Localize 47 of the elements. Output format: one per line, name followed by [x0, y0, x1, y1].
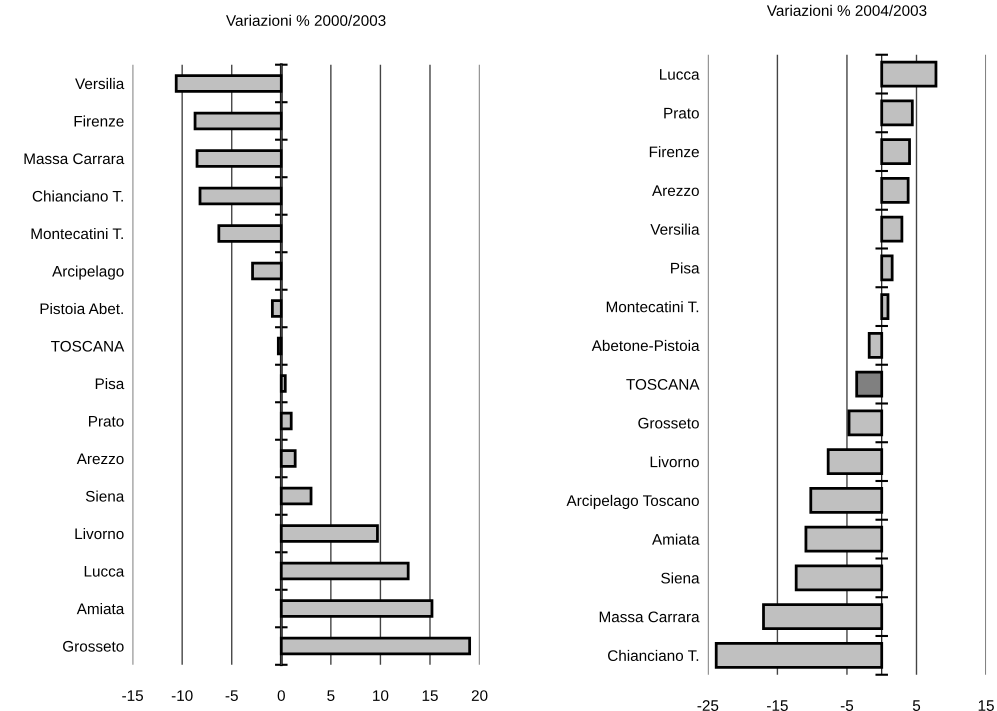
y-tick-label: Livorno: [650, 456, 699, 468]
x-tick-label: -10: [172, 690, 193, 702]
x-tick-label: 15: [978, 700, 994, 711]
chart-title: Variazioni % 2000/2003: [226, 14, 386, 26]
x-tick-label: 5: [327, 690, 334, 702]
x-tick-label: -25: [698, 700, 718, 711]
y-tick-label: TOSCANA: [51, 340, 124, 352]
x-tick-label: -5: [840, 700, 854, 711]
y-tick-label: Pistoia Abet.: [40, 302, 123, 314]
y-tick-label: Montecatini T.: [32, 228, 123, 240]
y-tick-label: Arezzo: [652, 185, 699, 196]
y-tick-label: Versilia: [75, 78, 124, 90]
y-tick-label: TOSCANA: [626, 378, 700, 390]
y-tick-label: Prato: [664, 108, 699, 119]
y-tick-label: Amiata: [652, 534, 700, 545]
y-tick-label: Pisa: [671, 262, 700, 274]
y-tick-label: Montecatini T.: [606, 301, 698, 312]
y-tick-label: Siena: [661, 572, 700, 584]
y-tick-label: Siena: [86, 490, 124, 502]
y-tick-label: Abetone-Pistoia: [592, 340, 700, 352]
y-tick-label: Firenze: [650, 146, 699, 158]
y-tick-label: Grosseto: [63, 640, 124, 652]
x-tick-label: 10: [373, 690, 388, 702]
y-tick-label: Chianciano T.: [608, 650, 698, 662]
x-tick-label: 20: [472, 690, 488, 702]
y-tick-label: Versilia: [650, 224, 700, 235]
y-tick-label: Grosseto: [638, 418, 699, 429]
x-tick-label: 0: [278, 690, 285, 702]
x-tick-label: -5: [226, 690, 238, 702]
x-tick-label: 15: [422, 690, 438, 702]
y-tick-label: Arcipelago: [52, 265, 124, 280]
y-tick-label: Lucca: [660, 69, 700, 80]
y-tick-label: Livorno: [75, 528, 124, 540]
y-tick-label: Arcipelago Toscano: [566, 494, 699, 510]
x-tick-label: -15: [122, 690, 143, 702]
x-tick-label: -15: [767, 700, 788, 711]
y-tick-label: Arezzo: [76, 454, 124, 464]
y-tick-label: Massa Carrara: [600, 611, 700, 622]
y-tick-label: Chianciano T.: [32, 190, 123, 202]
x-tick-label: 5: [912, 700, 920, 711]
y-tick-label: Amiata: [76, 602, 124, 614]
chart-title: Variazioni % 2004/2003: [766, 4, 926, 16]
y-tick-label: Pisa: [96, 378, 124, 390]
y-tick-label: Massa Carrara: [24, 153, 124, 164]
y-tick-label: Lucca: [84, 566, 124, 577]
y-tick-label: Firenze: [74, 115, 124, 127]
y-tick-label: Prato: [89, 416, 124, 427]
